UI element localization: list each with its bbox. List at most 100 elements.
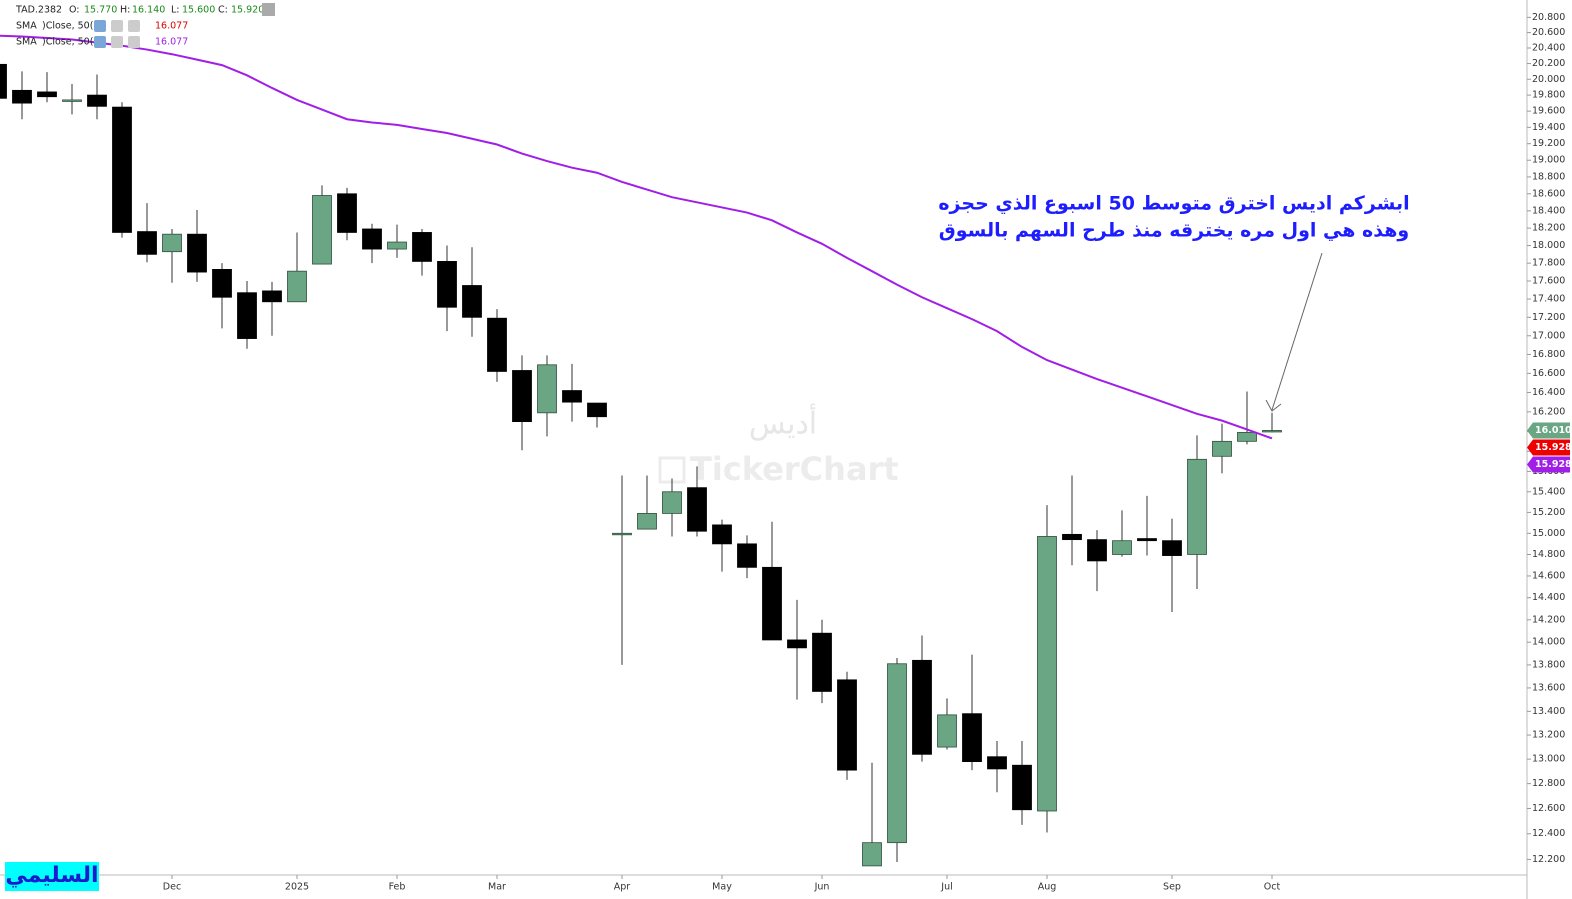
candle-body — [1187, 458, 1207, 555]
indicator-value: 16.077 — [155, 21, 188, 32]
candle-body — [462, 285, 482, 318]
ohlc-value: 15.600 — [182, 5, 215, 16]
y-tick-label: 13.000 — [1532, 754, 1565, 765]
candle-body — [37, 91, 57, 98]
ohlc-value: 15.920 — [231, 5, 264, 16]
more-button[interactable] — [262, 3, 275, 16]
candle-body — [437, 261, 457, 308]
watermark-name: أديس — [749, 403, 817, 442]
candle-body — [262, 290, 282, 303]
candle-body — [362, 228, 382, 250]
y-tick-label: 17.400 — [1532, 294, 1565, 305]
y-tick-label: 16.800 — [1532, 349, 1565, 360]
candle-body — [912, 659, 932, 755]
y-tick-label: 20.000 — [1532, 74, 1565, 85]
y-tick-label: 12.800 — [1532, 778, 1565, 789]
price-tag-label: 15.928 — [1535, 442, 1572, 453]
y-tick-label: 20.600 — [1532, 27, 1565, 38]
x-tick-label: Oct — [1264, 882, 1281, 893]
candle-body — [1037, 536, 1057, 812]
symbol: TAD.2382 — [15, 5, 62, 16]
candle-body — [387, 241, 407, 250]
y-tick-label: 15.400 — [1532, 486, 1565, 497]
candle-body — [287, 270, 307, 303]
y-tick-label: 16.200 — [1532, 406, 1565, 417]
y-tick-label: 14.400 — [1532, 592, 1565, 603]
y-tick-label: 15.200 — [1532, 507, 1565, 518]
price-tag — [1527, 422, 1570, 439]
candle-body — [1212, 440, 1232, 457]
indicator-icon — [128, 36, 140, 48]
ohlc-key: C: — [218, 5, 228, 16]
candle-body — [687, 487, 707, 532]
y-tick-label: 12.200 — [1532, 854, 1565, 865]
indicator-name: SMA — [16, 37, 37, 48]
x-tick-label: Feb — [389, 882, 406, 893]
x-tick-label: Sep — [1163, 882, 1181, 893]
price-tag — [1527, 456, 1570, 473]
ohlc-value: 16.140 — [132, 5, 165, 16]
indicator-icon — [94, 20, 106, 32]
x-tick-label: Apr — [614, 882, 631, 893]
annotation-line: وهذه هي اول مره يخترقه منذ طرح السهم بال… — [939, 220, 1409, 242]
y-tick-label: 13.400 — [1532, 706, 1565, 717]
y-tick-label: 18.000 — [1532, 240, 1565, 251]
y-tick-label: 17.000 — [1532, 330, 1565, 341]
ohlc-key: L: — [171, 5, 180, 16]
y-tick-label: 15.000 — [1532, 528, 1565, 539]
y-tick-label: 18.400 — [1532, 205, 1565, 216]
candle-body — [737, 543, 757, 568]
y-tick-label: 20.400 — [1532, 43, 1565, 54]
candle-body — [62, 99, 82, 102]
candle-body — [1237, 432, 1257, 442]
candle-body — [862, 842, 882, 867]
candle-body — [612, 532, 632, 536]
signature: السليمي — [5, 863, 98, 888]
x-tick-label: May — [712, 882, 732, 893]
indicator-icon — [111, 20, 123, 32]
candle-body — [312, 195, 332, 265]
candle-body — [1112, 540, 1132, 555]
indicator-value: 16.077 — [155, 37, 188, 48]
annotation-arrow — [1271, 252, 1323, 411]
y-tick-label: 13.800 — [1532, 659, 1565, 670]
candle-body — [762, 566, 782, 641]
price-tag-label: 15.928 — [1535, 459, 1572, 470]
y-tick-label: 13.600 — [1532, 682, 1565, 693]
candle-body — [487, 317, 507, 372]
price-tag-label: 16.010 — [1535, 425, 1572, 436]
candle-body — [1012, 764, 1032, 811]
candle-body — [962, 713, 982, 762]
price-tag — [1527, 439, 1570, 456]
y-tick-label: 18.600 — [1532, 188, 1565, 199]
y-tick-label: 19.000 — [1532, 155, 1565, 166]
indicator-icon — [111, 36, 123, 48]
y-tick-label: 12.600 — [1532, 803, 1565, 814]
y-tick-label: 19.800 — [1532, 90, 1565, 101]
candle-body — [112, 106, 132, 233]
y-tick-label: 17.600 — [1532, 276, 1565, 287]
candle-body — [162, 233, 182, 253]
indicator-icon — [94, 36, 106, 48]
y-tick-label: 17.200 — [1532, 312, 1565, 323]
y-tick-label: 19.400 — [1532, 122, 1565, 133]
ohlc-key: O: — [69, 5, 80, 16]
candle-body — [637, 513, 657, 530]
candle-body — [537, 364, 557, 414]
indicator-name: SMA — [16, 21, 37, 32]
candle-body — [1087, 539, 1107, 562]
x-tick-label: 2025 — [285, 882, 309, 893]
y-tick-label: 16.600 — [1532, 368, 1565, 379]
candle-body — [337, 193, 357, 233]
candle-body — [987, 756, 1007, 770]
candle-body — [1137, 538, 1157, 542]
y-tick-label: 19.200 — [1532, 138, 1565, 149]
ohlc-value: 15.770 — [84, 5, 117, 16]
ohlc-key: H: — [120, 5, 130, 16]
indicator-params: )Close, 50( — [42, 37, 93, 48]
indicator-params: )Close, 50( — [42, 21, 93, 32]
y-tick-label: 14.800 — [1532, 549, 1565, 560]
y-tick-label: 16.400 — [1532, 387, 1565, 398]
candle-body — [137, 231, 157, 255]
